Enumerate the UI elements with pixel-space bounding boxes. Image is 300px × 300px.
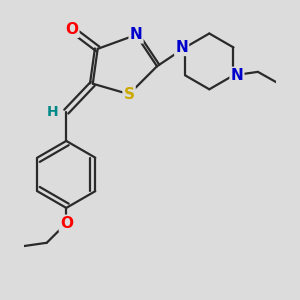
Text: N: N — [130, 27, 142, 42]
Text: O: O — [65, 22, 78, 37]
Text: O: O — [60, 216, 73, 231]
Text: S: S — [124, 87, 135, 102]
Text: N: N — [231, 68, 243, 83]
Text: H: H — [46, 105, 58, 118]
Text: N: N — [175, 40, 188, 55]
